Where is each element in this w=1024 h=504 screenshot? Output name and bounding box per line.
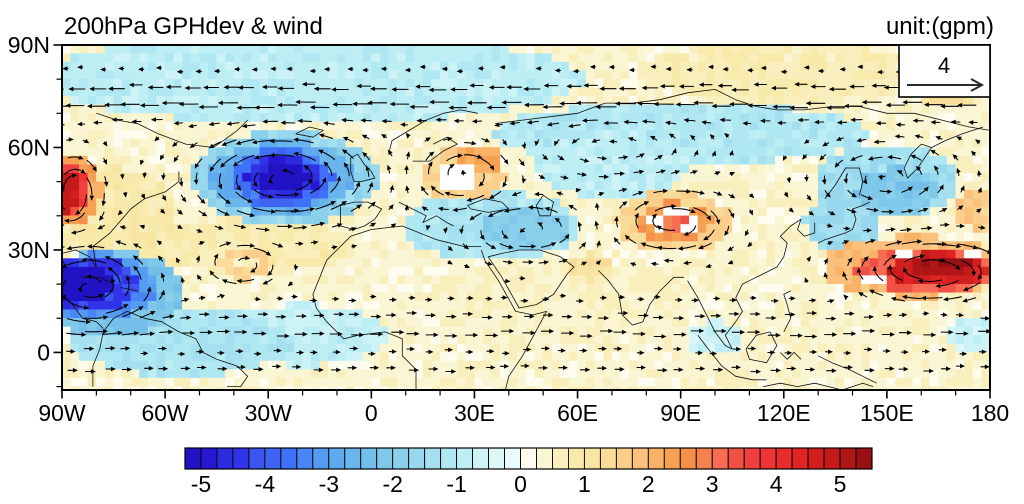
y-tick-label: 60N [8,134,50,160]
reference-vector-value: 4 [938,53,950,78]
colorbar-cell [360,447,378,470]
colorbar-cell [679,447,697,470]
colorbar-cell [472,447,490,470]
colorbar-cell [296,447,314,470]
colorbar-tick-label: -4 [255,471,276,497]
colorbar-cell [344,447,362,470]
colorbar-cell [647,447,665,470]
colorbar-cell [695,447,713,470]
colorbar-cell [440,447,458,470]
x-tick-label: 90E [660,400,701,426]
colorbar-cell [408,447,426,470]
colorbar-cell [536,447,553,470]
colorbar-tick-label: 2 [642,471,655,497]
colorbar-cell [328,447,346,470]
x-tick-label: 0 [365,400,378,426]
colorbar-cell [839,447,857,470]
axis-ticks-and-labels: 90W 60W 30W 0 30E 60E 90E 120E 150E 180 90N 60N 30N 0 [8,32,1009,426]
colorbar-tick-label: -5 [191,471,211,497]
colorbar-cell [727,447,745,470]
colorbar-cell [743,447,761,470]
reference-vector-box: 4 [898,44,991,98]
x-tick-label: 30W [245,400,293,426]
colorbar-cell [615,447,633,470]
colorbar-cell [807,447,825,470]
colorbar-tick-label: -2 [382,471,402,497]
colorbar-frame [184,447,873,470]
colorbar-cell [599,447,617,470]
colorbar-cell [264,447,282,470]
colorbar-cell [663,447,681,470]
colorbar-cell [759,447,777,470]
colorbar-cell [488,447,505,470]
y-tick-label: 90N [8,32,50,58]
y-tick-label: 0 [37,339,50,365]
x-tick-label: 120E [757,400,811,426]
colorbar-cell [775,447,793,470]
colorbar-tick-label: 0 [514,471,527,497]
x-tick-label: 150E [860,400,914,426]
colorbar-cell [583,447,601,470]
x-tick-label: 60W [141,400,189,426]
colorbar-tick-label: 3 [706,471,719,497]
colorbar-cell [184,447,202,470]
colorbar-cell [520,447,537,470]
x-tick-label: 30E [454,400,495,426]
colorbar-cell [567,447,585,470]
colorbar-tick-label: -3 [319,471,339,497]
coastlines [62,89,990,390]
colorbar-cell [200,447,218,470]
reference-vector-arrow-icon [907,78,985,92]
colorbar-cell [855,447,873,470]
colorbar-cell [504,447,521,470]
colorbar-cell [552,447,569,470]
colorbar-cell [823,447,841,470]
colorbar-tick-label: 5 [834,471,847,497]
colorbar-cell [424,447,442,470]
figure-title: 200hPa GPHdev & wind [64,13,323,40]
colorbar-cell [392,447,410,470]
colorbar-cell [248,447,266,470]
y-tick-label: 30N [8,237,50,263]
colorbar-cell [232,447,250,470]
colorbar-tick-label: 4 [770,471,783,497]
gph-anomaly-field [62,45,990,390]
colorbar-cell [711,447,729,470]
colorbar-cell [631,447,649,470]
x-tick-label: 90W [38,400,86,426]
x-tick-label: 60E [557,400,598,426]
colorbar-cell [216,447,234,470]
colorbar: -5 -4 -3 -2 -1 0 1 2 3 4 5 [184,447,873,497]
wind-vectors [62,64,990,374]
map-border [61,44,991,391]
colorbar-tick-label: -1 [446,471,466,497]
colorbar-cell [376,447,394,470]
colorbar-cell [312,447,330,470]
unit-label: unit:(gpm) [886,13,994,40]
x-tick-label: 180 [971,400,1009,426]
colorbar-tick-label: 1 [578,471,591,497]
colorbar-cell [791,447,809,470]
colorbar-cell [280,447,298,470]
colorbar-cell [456,447,474,470]
